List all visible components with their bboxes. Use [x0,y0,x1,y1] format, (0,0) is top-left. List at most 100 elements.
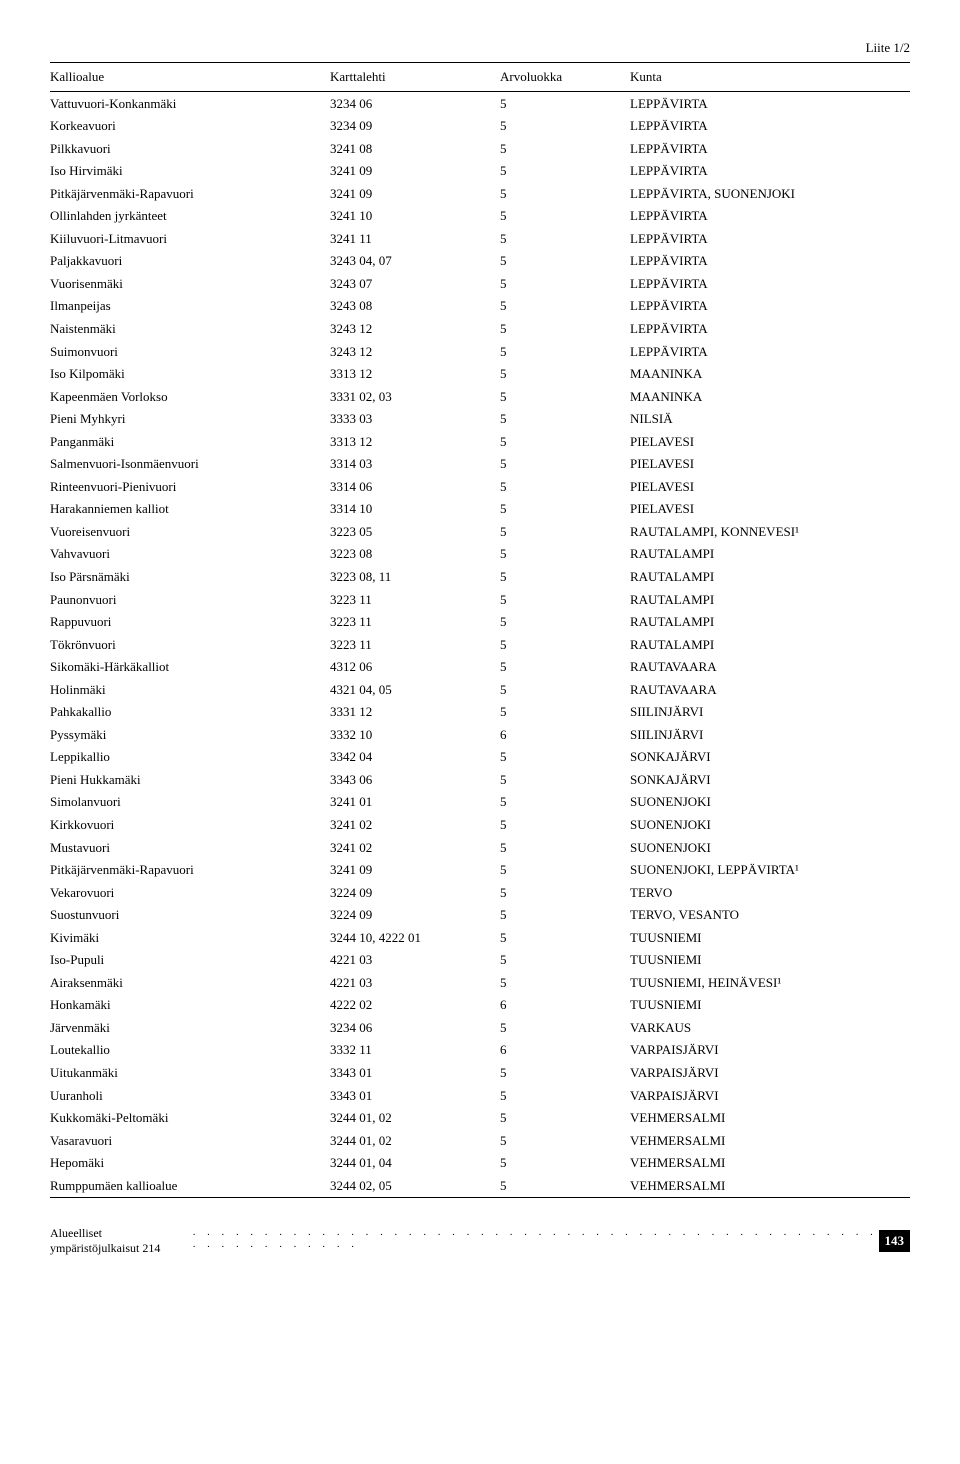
cell: 3244 01, 02 [330,1132,500,1150]
cell: Tökrönvuori [50,636,330,654]
table-row: Vasaravuori3244 01, 025VEHMERSALMI [50,1129,910,1152]
cell: NILSIÄ [630,410,910,428]
table-row: Iso Hirvimäki3241 095LEPPÄVIRTA [50,160,910,183]
cell: Simolanvuori [50,793,330,811]
cell: 3243 07 [330,275,500,293]
cell: 5 [500,478,630,496]
cell: 3234 06 [330,95,500,113]
cell: SONKAJÄRVI [630,748,910,766]
cell: 3224 09 [330,906,500,924]
cell: RAUTALAMPI [630,545,910,563]
cell: 3241 09 [330,162,500,180]
cell: Kivimäki [50,929,330,947]
cell: VEHMERSALMI [630,1154,910,1172]
cell: SUONENJOKI [630,839,910,857]
cell: LEPPÄVIRTA [630,117,910,135]
cell: 5 [500,500,630,518]
col-header-kallioalue: Kallioalue [50,69,330,85]
cell: 5 [500,1064,630,1082]
cell: 5 [500,906,630,924]
cell: 5 [500,185,630,203]
cell: PIELAVESI [630,433,910,451]
cell: Mustavuori [50,839,330,857]
table-row: Naistenmäki3243 125LEPPÄVIRTA [50,317,910,340]
table-row: Kapeenmäen Vorlokso3331 02, 035MAANINKA [50,385,910,408]
col-header-arvoluokka: Arvoluokka [500,69,630,85]
table-row: Iso Pärsnämäki3223 08, 115RAUTALAMPI [50,565,910,588]
cell: 3333 03 [330,410,500,428]
cell: 5 [500,95,630,113]
cell: 3224 09 [330,884,500,902]
cell: Kiiluvuori-Litmavuori [50,230,330,248]
cell: 3244 10, 4222 01 [330,929,500,947]
cell: 5 [500,523,630,541]
cell: 5 [500,545,630,563]
cell: Loutekallio [50,1041,330,1059]
cell: 5 [500,1177,630,1195]
table-row: Vattuvuori-Konkanmäki3234 065LEPPÄVIRTA [50,92,910,115]
cell: 3343 01 [330,1064,500,1082]
cell: 5 [500,748,630,766]
cell: Pieni Myhkyri [50,410,330,428]
cell: 5 [500,297,630,315]
cell: Salmenvuori-Isonmäenvuori [50,455,330,473]
cell: TERVO [630,884,910,902]
table-row: Airaksenmäki4221 035TUUSNIEMI, HEINÄVESI… [50,971,910,994]
cell: Paunonvuori [50,591,330,609]
cell: 5 [500,275,630,293]
cell: 3332 10 [330,726,500,744]
table-row: Simolanvuori3241 015SUONENJOKI [50,791,910,814]
cell: 5 [500,1109,630,1127]
table-row: Salmenvuori-Isonmäenvuori3314 035PIELAVE… [50,453,910,476]
cell: 3342 04 [330,748,500,766]
cell: RAUTALAMPI, KONNEVESI¹ [630,523,910,541]
table-row: Uuranholi3343 015VARPAISJÄRVI [50,1084,910,1107]
cell: 3331 02, 03 [330,388,500,406]
cell: 5 [500,343,630,361]
table-row: Mustavuori3241 025SUONENJOKI [50,836,910,859]
table-row: Pilkkavuori3241 085LEPPÄVIRTA [50,137,910,160]
table-row: Pyssymäki3332 106SIILINJÄRVI [50,723,910,746]
cell: PIELAVESI [630,455,910,473]
cell: Honkamäki [50,996,330,1014]
cell: LEPPÄVIRTA [630,95,910,113]
cell: RAUTAVAARA [630,681,910,699]
cell: Suimonvuori [50,343,330,361]
cell: Uitukanmäki [50,1064,330,1082]
table-row: Ollinlahden jyrkänteet3241 105LEPPÄVIRTA [50,205,910,228]
cell: Sikomäki-Härkäkalliot [50,658,330,676]
cell: 3243 12 [330,343,500,361]
cell: Suostunvuori [50,906,330,924]
cell: 5 [500,162,630,180]
cell: 3244 01, 02 [330,1109,500,1127]
cell: 5 [500,252,630,270]
cell: 3223 11 [330,613,500,631]
cell: SIILINJÄRVI [630,703,910,721]
cell: VARPAISJÄRVI [630,1087,910,1105]
cell: 3313 12 [330,365,500,383]
cell: RAUTALAMPI [630,568,910,586]
cell: TERVO, VESANTO [630,906,910,924]
cell: VARPAISJÄRVI [630,1041,910,1059]
footer-text: Alueelliset ympäristöjulkaisut 214 [50,1226,182,1256]
cell: 3241 02 [330,816,500,834]
table-body: Vattuvuori-Konkanmäki3234 065LEPPÄVIRTA K… [50,92,910,1197]
table-row: Pahkakallio3331 125SIILINJÄRVI [50,701,910,724]
cell: 5 [500,771,630,789]
table-row: Rinteenvuori-Pienivuori3314 065PIELAVESI [50,475,910,498]
col-header-karttalehti: Karttalehti [330,69,500,85]
table-row: Hepomäki3244 01, 045VEHMERSALMI [50,1152,910,1175]
cell: LEPPÄVIRTA [630,207,910,225]
cell: Leppikallio [50,748,330,766]
cell: 5 [500,613,630,631]
bottom-rule [50,1197,910,1198]
cell: LEPPÄVIRTA, SUONENJOKI [630,185,910,203]
cell: Iso Pärsnämäki [50,568,330,586]
cell: 5 [500,884,630,902]
cell: 5 [500,816,630,834]
cell: 3241 09 [330,861,500,879]
cell: TUUSNIEMI [630,951,910,969]
cell: LEPPÄVIRTA [630,140,910,158]
table-row: Pieni Myhkyri3333 035NILSIÄ [50,408,910,431]
cell: Korkeavuori [50,117,330,135]
